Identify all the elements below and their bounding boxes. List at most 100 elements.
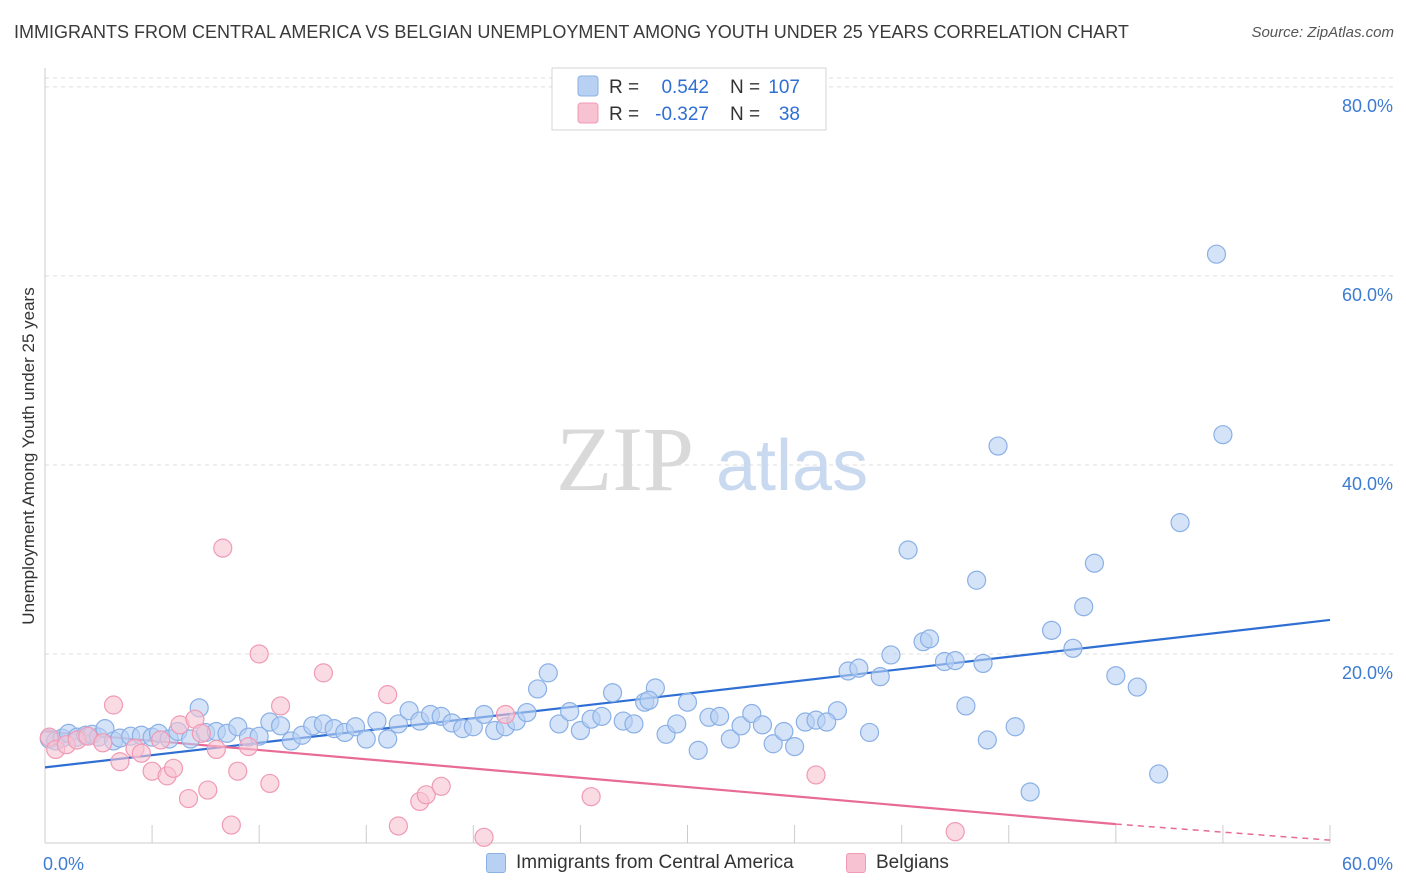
point-central-america bbox=[763, 734, 783, 754]
point-central-america bbox=[560, 702, 580, 722]
point-belgians bbox=[110, 752, 130, 772]
tick-labels: 20.0% 40.0% 60.0% 80.0% 0.0% 60.0% bbox=[43, 96, 1393, 874]
point-central-america bbox=[1005, 717, 1025, 737]
y-axis-label: Unemployment Among Youth under 25 years bbox=[19, 287, 38, 624]
point-belgians bbox=[495, 704, 516, 725]
legend-swatch-blue bbox=[577, 75, 599, 97]
point-central-america bbox=[1106, 666, 1126, 686]
point-central-america bbox=[919, 629, 940, 649]
point-central-america bbox=[1041, 620, 1062, 640]
point-belgians bbox=[151, 730, 171, 750]
point-belgians bbox=[416, 785, 436, 805]
point-central-america bbox=[784, 736, 805, 757]
point-central-america bbox=[710, 706, 730, 726]
y-tick-label: 20.0% bbox=[1342, 663, 1393, 683]
point-belgians bbox=[213, 538, 233, 558]
point-central-america bbox=[367, 711, 387, 731]
axes bbox=[44, 68, 1331, 844]
point-belgians bbox=[163, 758, 184, 778]
y-tick-label: 40.0% bbox=[1342, 474, 1393, 494]
point-central-america bbox=[967, 570, 987, 590]
data-points bbox=[39, 244, 1233, 847]
watermark: ZIP atlas bbox=[556, 408, 868, 510]
point-central-america bbox=[667, 714, 687, 734]
point-central-america bbox=[1074, 597, 1094, 617]
point-central-america bbox=[859, 722, 880, 743]
point-belgians bbox=[131, 743, 151, 763]
point-central-america bbox=[870, 667, 890, 687]
trend-line-dashed-belgians bbox=[1115, 823, 1331, 841]
grid-lines bbox=[45, 77, 1395, 655]
point-central-america bbox=[677, 692, 698, 712]
point-central-america bbox=[817, 712, 837, 732]
watermark-atlas: atlas bbox=[716, 426, 868, 506]
point-belgians bbox=[249, 644, 269, 664]
point-central-america bbox=[527, 679, 548, 699]
point-central-america bbox=[752, 715, 773, 735]
source-credit: Source: ZipAtlas.com bbox=[1251, 24, 1394, 41]
legend-label-central-america: Immigrants from Central America bbox=[516, 852, 794, 873]
legend-label-belgians: Belgians bbox=[876, 852, 949, 873]
point-central-america bbox=[602, 683, 623, 703]
point-central-america bbox=[639, 690, 659, 710]
point-central-america bbox=[774, 721, 794, 742]
chart-title: IMMIGRANTS FROM CENTRAL AMERICA VS BELGI… bbox=[14, 22, 1129, 42]
watermark-zip: ZIP bbox=[556, 408, 694, 510]
y-tick-label: 80.0% bbox=[1342, 96, 1393, 116]
point-central-america bbox=[1206, 244, 1227, 264]
legend-n-label-2: N = bbox=[730, 104, 760, 125]
point-belgians bbox=[431, 776, 451, 796]
point-belgians bbox=[260, 773, 280, 794]
legend-r-label-2: R = bbox=[609, 104, 639, 125]
point-central-america bbox=[945, 650, 965, 671]
point-belgians bbox=[945, 822, 965, 842]
point-central-america bbox=[270, 716, 291, 736]
legend-swatch-belgians bbox=[846, 853, 866, 873]
point-belgians bbox=[474, 827, 494, 847]
legend-r-value-2: -0.327 bbox=[655, 104, 709, 125]
point-belgians bbox=[221, 815, 241, 835]
legend-n-value-1: 107 bbox=[768, 77, 800, 98]
y-tick-label: 60.0% bbox=[1342, 285, 1393, 305]
point-central-america bbox=[463, 717, 483, 737]
point-belgians bbox=[270, 696, 291, 716]
point-central-america bbox=[378, 729, 398, 749]
point-central-america bbox=[356, 729, 376, 749]
point-belgians bbox=[238, 736, 259, 757]
point-belgians bbox=[313, 663, 334, 683]
point-central-america bbox=[1149, 764, 1169, 784]
point-central-america bbox=[1170, 513, 1190, 533]
point-central-america bbox=[624, 714, 644, 734]
legend-item-central-america: Immigrants from Central America bbox=[486, 852, 794, 874]
point-central-america bbox=[688, 740, 708, 760]
point-central-america bbox=[549, 714, 569, 734]
legend-swatch-central-america bbox=[486, 853, 506, 873]
point-central-america bbox=[388, 714, 408, 734]
point-belgians bbox=[103, 695, 124, 715]
point-belgians bbox=[228, 761, 248, 781]
point-central-america bbox=[538, 663, 558, 683]
point-central-america bbox=[849, 658, 869, 678]
point-central-america bbox=[517, 702, 537, 723]
point-central-america bbox=[1213, 425, 1233, 445]
point-central-america bbox=[881, 645, 901, 665]
point-central-america bbox=[731, 716, 751, 736]
point-belgians bbox=[206, 739, 226, 760]
point-belgians bbox=[806, 765, 826, 785]
point-belgians bbox=[198, 780, 218, 800]
point-central-america bbox=[1127, 677, 1147, 697]
point-belgians bbox=[191, 723, 211, 743]
point-central-america bbox=[345, 717, 366, 737]
point-central-america bbox=[898, 540, 918, 560]
point-central-america bbox=[956, 696, 976, 716]
point-belgians bbox=[581, 787, 601, 807]
point-central-america bbox=[474, 704, 494, 725]
legend-r-value-1: 0.542 bbox=[661, 77, 709, 98]
point-belgians bbox=[178, 788, 199, 809]
point-belgians bbox=[388, 816, 408, 836]
point-belgians bbox=[378, 685, 398, 705]
point-central-america bbox=[1084, 553, 1105, 573]
legend-n-value-2: 38 bbox=[779, 104, 800, 125]
x-tick-label-min: 0.0% bbox=[43, 854, 84, 874]
